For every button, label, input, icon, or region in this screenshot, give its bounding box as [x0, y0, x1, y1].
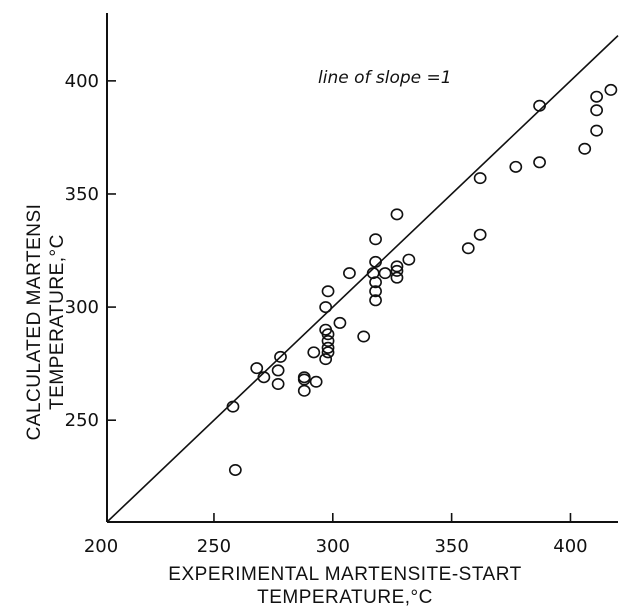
data-point [297, 373, 311, 386]
data-point [369, 294, 382, 307]
data-point [333, 316, 347, 329]
data-point [257, 371, 271, 384]
data-point [319, 353, 333, 366]
data-point [590, 124, 604, 137]
x-axis-title-line-1: EXPERIMENTAL MARTENSITE-START [168, 564, 521, 585]
data-point [390, 208, 404, 221]
slope-annotation: line of slope =1 [318, 68, 452, 88]
data-markers [226, 83, 618, 476]
data-point [319, 301, 333, 314]
data-point [378, 267, 392, 280]
data-point [321, 335, 335, 348]
y-axis-title-line-2: TEMPERATURE,°C [47, 234, 68, 410]
data-point [357, 330, 371, 343]
y-tick-label: 250 [65, 410, 99, 431]
origin-tick-label: 200 [84, 536, 118, 557]
data-point [271, 378, 285, 391]
data-point [604, 83, 618, 96]
data-point [250, 362, 264, 375]
data-point [369, 276, 382, 289]
data-point [533, 156, 546, 169]
data-point [402, 253, 416, 266]
data-point [461, 242, 475, 255]
y-tick-label: 400 [65, 71, 99, 92]
data-point [578, 142, 592, 155]
data-point [307, 346, 321, 359]
x-tick-label: 250 [197, 536, 231, 557]
data-point [369, 255, 382, 268]
data-point [590, 104, 604, 117]
data-point [390, 264, 404, 277]
data-point [228, 463, 242, 476]
data-point [473, 172, 487, 185]
plot-frame [106, 13, 618, 523]
data-point [343, 267, 356, 280]
tick-labels: 250 300 350 400 250 300 350 400 [65, 71, 588, 557]
slope-one-line [106, 35, 619, 523]
data-point [390, 271, 404, 284]
x-tick-label: 350 [434, 536, 468, 557]
data-point [321, 346, 335, 359]
x-tick-label: 300 [316, 536, 350, 557]
data-point [369, 233, 382, 246]
data-point [297, 384, 311, 397]
data-point [226, 400, 240, 413]
ticks [107, 80, 572, 522]
data-point [369, 285, 382, 298]
x-axis-title-line-2: TEMPERATURE,°C [257, 587, 433, 608]
data-point [321, 341, 335, 354]
data-point [271, 364, 285, 377]
data-point [590, 90, 604, 103]
data-point [390, 260, 404, 273]
data-point [321, 328, 335, 341]
data-point [309, 375, 323, 388]
data-point [473, 228, 487, 241]
x-tick-label: 400 [553, 536, 587, 557]
data-point [274, 350, 287, 363]
data-point [533, 99, 546, 112]
data-point [509, 160, 523, 173]
y-axis-title-line-1: CALCULATED MARTENSI [24, 204, 45, 441]
y-tick-label: 300 [65, 297, 99, 318]
y-tick-label: 350 [65, 184, 99, 205]
data-point [321, 285, 335, 298]
